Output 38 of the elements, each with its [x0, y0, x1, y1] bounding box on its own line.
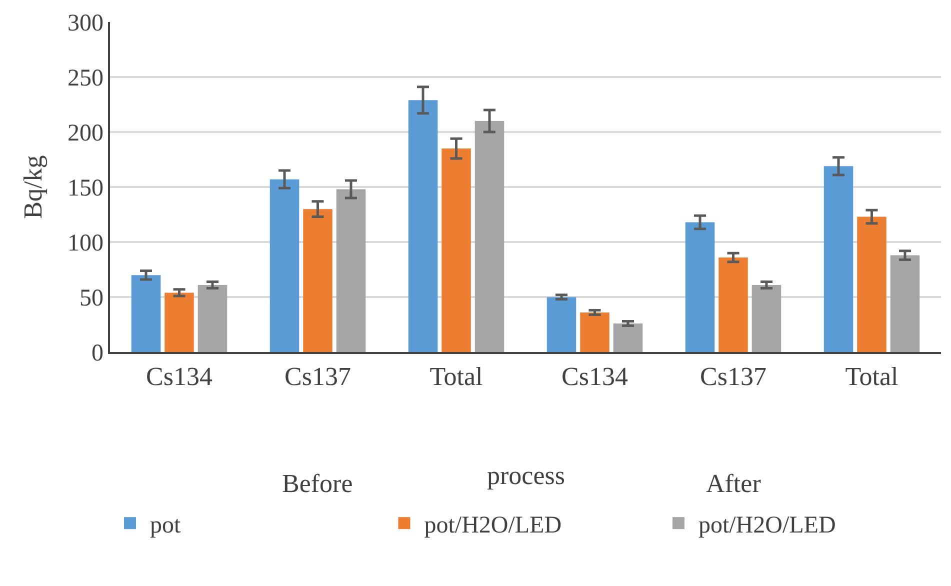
y-tick-label: 150	[67, 175, 104, 202]
text: After	[706, 469, 762, 498]
x-tick-label: Cs137	[700, 362, 766, 392]
x-tick-label: Total	[845, 362, 898, 392]
bar	[164, 292, 194, 352]
bar	[857, 216, 886, 352]
bar	[685, 222, 715, 352]
bar	[718, 257, 748, 352]
x-tick-label: Total	[430, 362, 483, 392]
x-tick-label: Cs134	[146, 362, 212, 392]
bar	[408, 100, 438, 352]
bar	[474, 121, 504, 352]
legend-label: pot/H2O/LED	[424, 512, 562, 538]
bar	[270, 179, 300, 352]
bar	[336, 189, 366, 352]
y-tick-label: 200	[67, 120, 104, 146]
y-tick-label: 100	[67, 230, 104, 256]
bar	[131, 275, 161, 352]
legend-label: pot/H2O/LED	[698, 512, 836, 538]
y-tick-label: 0	[91, 340, 104, 367]
text: Before	[282, 469, 353, 498]
bar	[546, 297, 576, 352]
y-tick-label: 250	[67, 65, 104, 92]
bar	[752, 285, 782, 352]
y-tick-label: 300	[67, 10, 104, 36]
bar	[890, 255, 920, 352]
y-axis-title: Bq/kg	[18, 155, 48, 219]
y-tick-label: 50	[79, 286, 104, 312]
bar	[824, 166, 854, 352]
bar	[442, 148, 471, 352]
bar	[303, 209, 332, 352]
x-tick-label: Cs134	[562, 362, 628, 392]
bar	[613, 324, 643, 352]
legend-label: pot	[150, 512, 181, 538]
x-axis-title: process	[487, 461, 565, 490]
bar	[580, 312, 610, 352]
bar	[198, 285, 228, 352]
x-tick-label: Cs137	[284, 362, 351, 392]
